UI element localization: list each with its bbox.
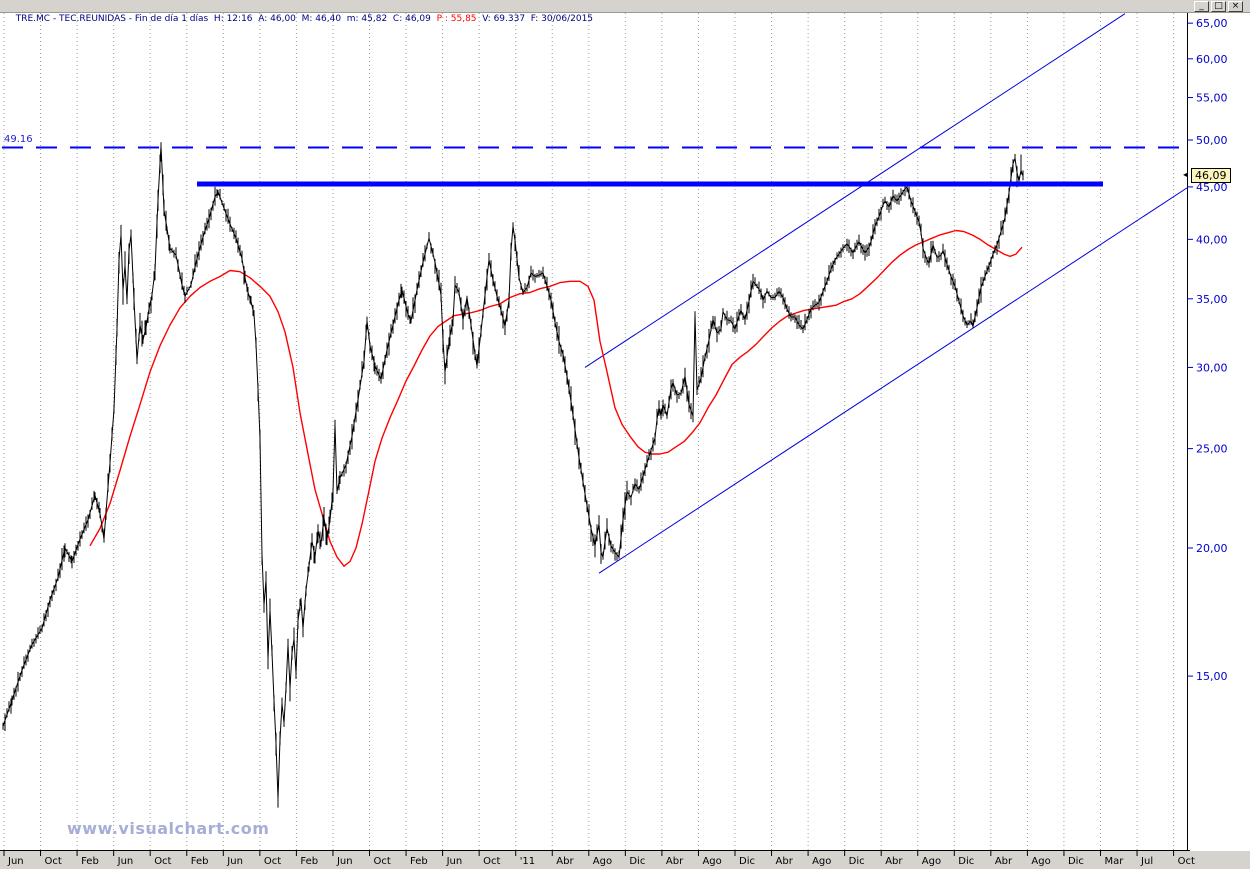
x-axis-tick-label: Oct bbox=[483, 856, 500, 867]
x-axis-tick-label: Oct bbox=[264, 856, 281, 867]
x-axis-tick-label: Jun bbox=[117, 856, 134, 867]
price-series-line bbox=[2, 146, 1024, 799]
y-axis-tick-label: 45,00 bbox=[1196, 181, 1228, 194]
x-axis-tick-label: '11 bbox=[520, 856, 535, 867]
minimize-icon: _ bbox=[1199, 1, 1204, 11]
y-axis-tick-label: 40,00 bbox=[1196, 233, 1228, 246]
y-axis-tick-label: 20,00 bbox=[1196, 542, 1228, 555]
y-axis-tick-label: 60,00 bbox=[1196, 53, 1228, 66]
window-controls: _ □ × bbox=[1194, 1, 1243, 12]
x-axis-tick-label: Feb bbox=[410, 856, 428, 867]
channel-lower-line[interactable] bbox=[598, 187, 1188, 574]
x-axis-tick-label: Jul bbox=[1140, 856, 1153, 867]
x-axis-tick-label: Oct bbox=[374, 856, 391, 867]
maximize-button[interactable]: □ bbox=[1211, 1, 1226, 12]
y-axis-tick-label: 65,00 bbox=[1196, 17, 1228, 30]
y-axis-tick-label: 35,00 bbox=[1196, 293, 1228, 306]
maximize-icon: □ bbox=[1214, 1, 1223, 11]
y-axis-tick-label: 15,00 bbox=[1196, 670, 1228, 683]
x-axis-tick-label: Oct bbox=[154, 856, 171, 867]
y-axis-tick-label: 55,00 bbox=[1196, 92, 1228, 105]
x-axis-tick-label: Abr bbox=[885, 856, 903, 867]
objective-price-text: P : 55,85 bbox=[436, 14, 483, 24]
x-axis-tick-label: Jun bbox=[7, 856, 24, 867]
x-axis-tick-label: Feb bbox=[300, 856, 318, 867]
x-axis-tick-label: Jun bbox=[336, 856, 353, 867]
chart-title-text: TRE.MC - TEC.REUNIDAS - Fin de día 1 día… bbox=[15, 14, 214, 24]
x-axis-tick-label: Abr bbox=[666, 856, 684, 867]
x-axis-strip bbox=[0, 851, 1250, 869]
x-axis-tick-label: Dic bbox=[739, 856, 755, 867]
price-arrow-icon: ◂ bbox=[1183, 170, 1188, 179]
x-axis-tick-label: Abr bbox=[556, 856, 574, 867]
target-level-label: 49.16 bbox=[4, 134, 33, 145]
y-axis-tick-label: 25,00 bbox=[1196, 443, 1228, 456]
window-title-bar[interactable]: TRE.MC - TEC.REUNIDAS - Fin de día 1 día… bbox=[0, 0, 1250, 24]
x-axis-tick-label: Ago bbox=[593, 856, 612, 867]
price-series-bars bbox=[2, 142, 1024, 808]
x-axis-tick-label: Oct bbox=[45, 856, 62, 867]
x-axis-tick-label: Jun bbox=[446, 856, 463, 867]
x-axis-tick-label: Ago bbox=[1031, 856, 1050, 867]
ohlc-stats-text: H: 12:16 A: 46,00 M: 46,40 m: 45,82 C: 4… bbox=[213, 14, 437, 24]
y-axis-tick-label: 50,00 bbox=[1196, 134, 1228, 147]
y-axis-tick-label: 30,00 bbox=[1196, 361, 1228, 374]
x-axis-tick-label: Mar bbox=[1105, 856, 1125, 867]
x-axis-tick-label: Dic bbox=[849, 856, 865, 867]
x-axis-tick-label: Ago bbox=[812, 856, 831, 867]
channel-upper-line[interactable] bbox=[584, 13, 1126, 368]
x-axis-tick-label: Feb bbox=[191, 856, 209, 867]
x-axis-tick-label: Ago bbox=[922, 856, 941, 867]
x-axis-tick-label: Feb bbox=[81, 856, 99, 867]
x-axis-tick-label: Ago bbox=[702, 856, 721, 867]
x-axis-tick-label: Dic bbox=[1068, 856, 1084, 867]
x-axis-tick-label: Abr bbox=[995, 856, 1013, 867]
x-axis-tick-label: Dic bbox=[958, 856, 974, 867]
x-axis-tick-label: Jun bbox=[226, 856, 243, 867]
moving-average-line bbox=[89, 229, 1023, 567]
x-axis-tick-label: Oct bbox=[1178, 856, 1195, 867]
volume-date-text: V: 69.337 F: 30/06/2015 bbox=[482, 14, 594, 24]
x-axis-tick-label: Abr bbox=[776, 856, 794, 867]
last-price-marker: 46,09 bbox=[1191, 168, 1231, 183]
minimize-button[interactable]: _ bbox=[1194, 1, 1209, 12]
x-axis-tick-label: Dic bbox=[629, 856, 645, 867]
close-button[interactable]: × bbox=[1228, 1, 1243, 12]
visualchart-watermark: www.visualchart.com bbox=[67, 819, 270, 838]
close-icon: × bbox=[1231, 1, 1240, 11]
